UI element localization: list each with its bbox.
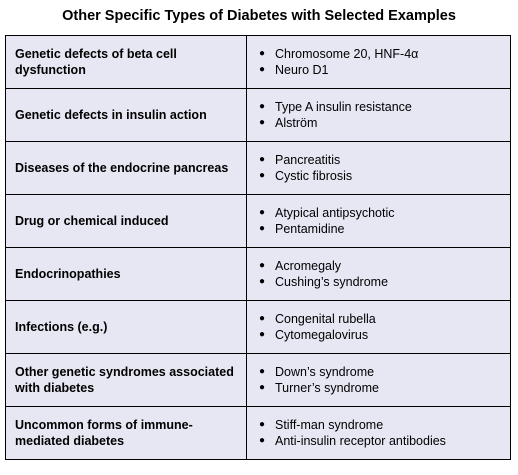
bullet-icon: ● — [259, 101, 266, 112]
bullet-icon: ● — [259, 366, 266, 377]
list-item: ● Atypical antipsychotic — [259, 205, 510, 221]
list-item: ● Cystic fibrosis — [259, 168, 510, 184]
list-item: ● Down’s syndrome — [259, 364, 510, 380]
examples-cell: ● Chromosome 20, HNF-4α ● Neuro D1 — [246, 35, 511, 89]
examples-cell: ● Congenital rubella ● Cytomegalovirus — [246, 300, 511, 354]
bullet-icon: ● — [259, 48, 266, 59]
example-text: Anti-insulin receptor antibodies — [275, 434, 446, 448]
type-cell: Uncommon forms of immune-mediated diabet… — [5, 406, 247, 460]
type-cell: Diseases of the endocrine pancreas — [5, 141, 247, 195]
example-text: Cytomegalovirus — [275, 328, 369, 342]
bullet-icon: ● — [259, 419, 266, 430]
table-row: Diseases of the endocrine pancreas ● Panc… — [5, 141, 511, 195]
table-row: Uncommon forms of immune-mediated diabet… — [5, 406, 511, 460]
example-text: Stiff-man syndrome — [275, 418, 384, 432]
list-item: ● Cytomegalovirus — [259, 327, 510, 343]
type-cell: Endocrinopathies — [5, 247, 247, 301]
examples-list: ● Down’s syndrome ● Turner’s syndrome — [247, 364, 510, 396]
example-text: Chromosome 20, HNF-4α — [275, 47, 419, 61]
example-text: Alström — [275, 116, 318, 130]
examples-cell: ● Stiff-man syndrome ● Anti-insulin recept… — [246, 406, 511, 460]
list-item: ● Turner’s syndrome — [259, 380, 510, 396]
example-text: Neuro D1 — [275, 63, 329, 77]
examples-list: ● Pancreatitis ● Cystic fibrosis — [247, 152, 510, 184]
bullet-icon: ● — [259, 223, 266, 234]
example-text: Acromegaly — [275, 259, 341, 273]
table-row: Endocrinopathies ● Acromegaly ● Cushing’s … — [5, 247, 511, 301]
examples-list: ● Type A insulin resistance ● Alström — [247, 99, 510, 131]
examples-cell: ● Down’s syndrome ● Turner’s syndrome — [246, 353, 511, 407]
type-cell: Drug or chemical induced — [5, 194, 247, 248]
example-text: Congenital rubella — [275, 312, 376, 326]
example-text: Pancreatitis — [275, 153, 341, 167]
examples-list: ● Congenital rubella ● Cytomegalovirus — [247, 311, 510, 343]
table-row: Genetic defects of beta cell dysfunction… — [5, 35, 511, 89]
list-item: ● Neuro D1 — [259, 62, 510, 78]
list-item: ● Alström — [259, 115, 510, 131]
type-cell: Infections (e.g.) — [5, 300, 247, 354]
table-row: Drug or chemical induced ● Atypical antip… — [5, 194, 511, 248]
examples-cell: ● Atypical antipsychotic ● Pentamidine — [246, 194, 511, 248]
list-item: ● Anti-insulin receptor antibodies — [259, 433, 510, 449]
bullet-icon: ● — [259, 117, 266, 128]
example-text: Cystic fibrosis — [275, 169, 353, 183]
bullet-icon: ● — [259, 329, 266, 340]
examples-cell: ● Pancreatitis ● Cystic fibrosis — [246, 141, 511, 195]
examples-cell: ● Acromegaly ● Cushing’s syndrome — [246, 247, 511, 301]
examples-list: ● Stiff-man syndrome ● Anti-insulin recept… — [247, 417, 510, 449]
example-text: Cushing’s syndrome — [275, 275, 389, 289]
list-item: ● Acromegaly — [259, 258, 510, 274]
bullet-icon: ● — [259, 435, 266, 446]
diabetes-types-table: Genetic defects of beta cell dysfunction… — [5, 35, 511, 460]
list-item: ● Type A insulin resistance — [259, 99, 510, 115]
bullet-icon: ● — [259, 154, 266, 165]
bullet-icon: ● — [259, 276, 266, 287]
examples-cell: ● Type A insulin resistance ● Alström — [246, 88, 511, 142]
example-text: Pentamidine — [275, 222, 345, 236]
examples-list: ● Acromegaly ● Cushing’s syndrome — [247, 258, 510, 290]
table-row: Infections (e.g.) ● Congenital rubella ● C… — [5, 300, 511, 354]
example-text: Type A insulin resistance — [275, 100, 412, 114]
type-cell: Other genetic syndromes associated with … — [5, 353, 247, 407]
page-title: Other Specific Types of Diabetes with Se… — [62, 8, 456, 24]
bullet-icon: ● — [259, 260, 266, 271]
type-cell: Genetic defects of beta cell dysfunction — [5, 35, 247, 89]
bullet-icon: ● — [259, 313, 266, 324]
list-item: ● Cushing’s syndrome — [259, 274, 510, 290]
list-item: ● Stiff-man syndrome — [259, 417, 510, 433]
list-item: ● Congenital rubella — [259, 311, 510, 327]
examples-list: ● Atypical antipsychotic ● Pentamidine — [247, 205, 510, 237]
example-text: Atypical antipsychotic — [275, 206, 395, 220]
examples-list: ● Chromosome 20, HNF-4α ● Neuro D1 — [247, 46, 510, 78]
table-row: Other genetic syndromes associated with … — [5, 353, 511, 407]
bullet-icon: ● — [259, 207, 266, 218]
example-text: Turner’s syndrome — [275, 381, 379, 395]
bullet-icon: ● — [259, 382, 266, 393]
list-item: ● Pentamidine — [259, 221, 510, 237]
list-item: ● Pancreatitis — [259, 152, 510, 168]
bullet-icon: ● — [259, 170, 266, 181]
table-row: Genetic defects in insulin action ● Type … — [5, 88, 511, 142]
list-item: ● Chromosome 20, HNF-4α — [259, 46, 510, 62]
type-cell: Genetic defects in insulin action — [5, 88, 247, 142]
bullet-icon: ● — [259, 64, 266, 75]
example-text: Down’s syndrome — [275, 365, 375, 379]
